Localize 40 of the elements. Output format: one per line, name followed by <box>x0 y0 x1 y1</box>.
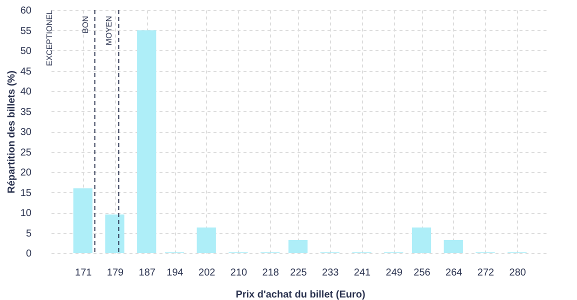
annotation: EXCEPTIONEL <box>45 9 54 66</box>
y-tick-label: 0 <box>26 248 32 260</box>
bar <box>73 188 92 253</box>
y-tick-label: 60 <box>20 6 32 16</box>
y-tick-label: 35 <box>20 106 32 118</box>
y-tick-label: 10 <box>20 208 32 219</box>
x-tick-label: 241 <box>354 268 372 278</box>
x-tick-label: 272 <box>477 268 495 278</box>
x-tick-label: 256 <box>414 268 431 278</box>
y-tick-label: 25 <box>20 147 32 158</box>
y-tick-label: 30 <box>20 127 32 138</box>
ref-line-label: MOYEN <box>104 16 114 46</box>
x-axis-title: Prix d'achat du billet (Euro) <box>236 290 366 300</box>
x-tick-label: 225 <box>290 268 308 278</box>
x-tick-label: 233 <box>322 268 340 278</box>
y-tick-label: 5 <box>26 228 32 240</box>
y-tick-label: 15 <box>20 188 32 199</box>
bar <box>196 227 216 253</box>
bar <box>105 214 124 253</box>
y-tick-label: 40 <box>20 86 32 98</box>
bar <box>288 240 308 253</box>
x-tick-label: 187 <box>138 268 156 278</box>
x-tick-label: 249 <box>386 268 403 278</box>
y-axis-title: Répartition des billets (%) <box>6 70 18 194</box>
x-tick-label: 194 <box>166 268 184 278</box>
ref-line-label: BON <box>80 16 90 34</box>
x-tick-label: 218 <box>262 268 280 278</box>
x-tick-label: 264 <box>446 268 463 278</box>
bar <box>137 30 156 253</box>
x-tick-label: 179 <box>106 268 124 278</box>
x-tick-label: 171 <box>75 268 92 278</box>
y-tick-label: 50 <box>20 46 32 57</box>
bar <box>412 227 432 253</box>
x-tick-label: 280 <box>509 268 526 278</box>
bar <box>444 240 463 253</box>
x-tick-label: 210 <box>230 268 248 278</box>
y-tick-label: 45 <box>20 66 32 78</box>
y-tick-label: 20 <box>20 168 32 178</box>
y-tick-label: 55 <box>20 26 32 37</box>
x-tick-label: 202 <box>198 268 216 278</box>
